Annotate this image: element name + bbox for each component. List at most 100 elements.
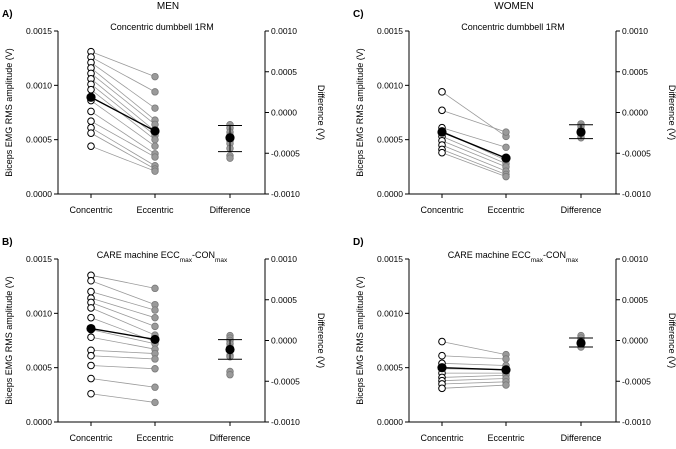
- y-tick-label-left: 0.0015: [26, 254, 52, 264]
- pair-line: [441, 136, 507, 164]
- difference-point: [226, 371, 234, 379]
- y-tick-label-left: 0.0010: [26, 80, 52, 90]
- y-tick-label-right: 0.0010: [271, 26, 297, 36]
- panel-label: A): [2, 9, 13, 20]
- x-tick-label-concentric: Concentric: [69, 205, 113, 215]
- y-tick-label-left: 0.0015: [377, 254, 403, 264]
- concentric-point: [87, 85, 95, 94]
- pair-line: [90, 51, 156, 78]
- y-tick-label-left: 0.0010: [26, 308, 52, 318]
- pair-line: [90, 297, 156, 319]
- chart-title: Concentric dumbbell 1RM: [461, 22, 565, 32]
- difference-point: [226, 154, 234, 162]
- pair-line: [90, 365, 156, 370]
- x-tick-label-concentric: Concentric: [420, 205, 464, 215]
- y-tick-label-right: 0.0000: [622, 336, 648, 346]
- y-axis-label-right: Difference (V): [667, 313, 676, 368]
- y-tick-label-left: 0.0000: [26, 189, 52, 199]
- eccentric-point: [151, 88, 159, 96]
- difference-mean-point: [225, 344, 235, 355]
- concentric-point: [87, 129, 95, 137]
- pair-line: [90, 355, 156, 360]
- pair-line: [90, 62, 156, 109]
- pair-line: [90, 307, 156, 336]
- y-tick-label-right: -0.0010: [622, 189, 651, 199]
- panel-b: B) CARE machine ECCmax-CONmax 0.0000 0.0005…: [2, 237, 326, 443]
- chart-title: CARE machine ECCmax-CONmax: [448, 250, 579, 264]
- pair-line: [441, 362, 507, 366]
- y-axis-label-left: Biceps EMG RMS amplitude (V): [355, 276, 365, 405]
- eccentric-point: [502, 355, 510, 363]
- pair-line: [441, 144, 507, 172]
- x-tick-label-eccentric: Eccentric: [136, 433, 174, 443]
- y-tick-label-right: 0.0005: [271, 67, 297, 77]
- pair-line: [441, 127, 507, 148]
- y-tick-label-right: 0.0010: [622, 254, 648, 264]
- x-tick-label-eccentric: Eccentric: [136, 205, 174, 215]
- eccentric-point: [502, 143, 510, 151]
- eccentric-point: [151, 167, 159, 175]
- pair-line: [441, 384, 507, 389]
- concentric-point: [87, 361, 95, 370]
- concentric-mean-point: [437, 363, 447, 373]
- y-tick-label-right: 0.0000: [271, 336, 297, 346]
- y-tick-label-right: -0.0005: [271, 376, 300, 386]
- y-tick-label-left: 0.0005: [377, 363, 403, 373]
- y-axis-label-left: Biceps EMG RMS amplitude (V): [4, 276, 14, 405]
- panel-c: C) Concentric dumbbell 1RM 0.0000 0.0005 0.0…: [353, 9, 676, 215]
- pair-line: [441, 341, 507, 356]
- concentric-point: [87, 389, 95, 398]
- eccentric-point: [151, 355, 159, 363]
- pair-line: [90, 78, 156, 132]
- x-tick-label-eccentric: Eccentric: [487, 205, 525, 215]
- eccentric-point: [151, 322, 159, 331]
- y-tick-label-right: 0.0000: [271, 108, 297, 118]
- eccentric-mean-point: [501, 153, 511, 163]
- concentric-point: [87, 117, 95, 125]
- pair-line: [441, 109, 507, 133]
- eccentric-point: [151, 398, 159, 407]
- concentric-mean-point: [86, 92, 96, 102]
- y-tick-label-right: -0.0010: [271, 417, 300, 427]
- x-tick-label-difference: Difference: [210, 433, 251, 443]
- pair-line: [441, 152, 507, 177]
- pair-line: [90, 111, 156, 155]
- y-tick-label-left: 0.0005: [26, 135, 52, 145]
- y-tick-label-left: 0.0010: [377, 80, 403, 90]
- y-tick-label-right: -0.0010: [271, 189, 300, 199]
- y-tick-label-right: 0.0005: [622, 295, 648, 305]
- pair-line: [441, 378, 507, 382]
- pair-line: [90, 127, 156, 167]
- panel-label: D): [353, 237, 364, 248]
- pair-line: [90, 120, 156, 158]
- y-axis-label-right: Difference (V): [316, 313, 326, 368]
- concentric-mean-point: [86, 323, 96, 334]
- concentric-point: [438, 88, 446, 96]
- eccentric-point: [151, 142, 159, 150]
- eccentric-mean-point: [150, 126, 160, 136]
- pair-line: [90, 329, 156, 345]
- difference-mean-point: [576, 127, 586, 137]
- x-tick-label-difference: Difference: [561, 205, 602, 215]
- concentric-point: [87, 287, 95, 296]
- x-tick-label-difference: Difference: [561, 433, 602, 443]
- y-tick-label-right: 0.0010: [622, 26, 648, 36]
- pair-line: [90, 73, 156, 125]
- pair-line: [90, 393, 156, 403]
- y-tick-label-right: -0.0010: [622, 417, 651, 427]
- pair-line: [441, 149, 507, 175]
- pair-line: [90, 56, 156, 93]
- eccentric-point: [151, 313, 159, 322]
- chart-title: CARE machine ECCmax-CONmax: [97, 250, 228, 264]
- difference-mean-point: [225, 133, 235, 143]
- eccentric-point: [502, 381, 510, 389]
- y-tick-label-right: -0.0005: [622, 148, 651, 158]
- y-axis-label-right: Difference (V): [316, 85, 326, 140]
- men-header: MEN: [157, 1, 179, 12]
- pair-line: [441, 381, 507, 385]
- y-axis-label-left: Biceps EMG RMS amplitude (V): [355, 48, 365, 177]
- concentric-point: [438, 106, 446, 115]
- eccentric-point: [151, 153, 159, 161]
- concentric-point: [438, 148, 446, 157]
